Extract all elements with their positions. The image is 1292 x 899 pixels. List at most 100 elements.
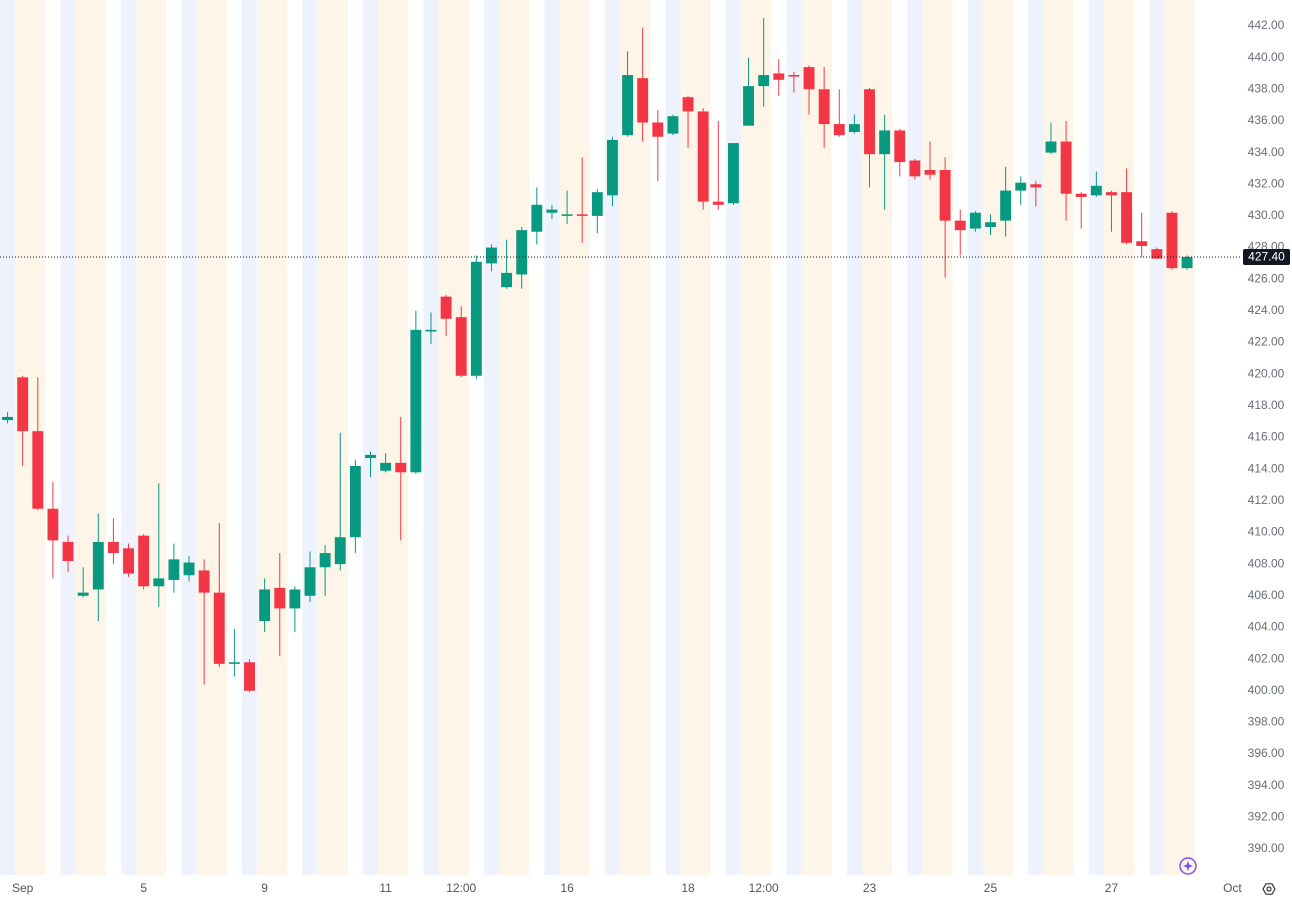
candle-body [1075, 193, 1087, 197]
premarket-band [665, 0, 681, 875]
candle-body [334, 537, 346, 565]
candle-body [516, 230, 528, 275]
postmarket-band [740, 0, 772, 875]
premarket-band [483, 0, 500, 875]
candle-body [576, 214, 588, 216]
x-tick-label: 27 [1105, 881, 1119, 895]
candle-body [259, 589, 271, 622]
candle-body [1045, 141, 1057, 153]
premarket-band [967, 0, 983, 875]
postmarket-band [499, 0, 530, 875]
candle-body [1060, 141, 1072, 194]
ai-button-star [1183, 861, 1193, 871]
candle-body [879, 130, 891, 155]
postmarket-band [559, 0, 590, 875]
candle-body [924, 169, 936, 175]
last-price-label: 427.40 [1248, 250, 1285, 264]
premarket-band [1028, 0, 1044, 875]
y-tick-label: 400.00 [1248, 683, 1285, 697]
session-bands [0, 0, 1195, 875]
postmarket-band [257, 0, 288, 875]
candle-body [637, 78, 649, 123]
candle-body [773, 73, 785, 80]
y-tick-label: 420.00 [1248, 366, 1285, 380]
y-tick-label: 440.00 [1248, 50, 1285, 64]
candle-body [1151, 249, 1163, 259]
x-tick-label: 23 [863, 881, 877, 895]
candle-body [213, 592, 225, 664]
candle-body [274, 587, 286, 609]
candle-body [954, 220, 966, 231]
candle-body [939, 169, 951, 221]
premarket-band [544, 0, 560, 875]
postmarket-band [801, 0, 832, 875]
premarket-band [907, 0, 923, 875]
postmarket-band [378, 0, 409, 875]
x-tick-label: Oct [1223, 881, 1242, 895]
candle-body [743, 86, 754, 126]
candle-body [47, 508, 59, 541]
x-tick-label: 18 [681, 881, 695, 895]
candle-body [304, 567, 316, 596]
y-tick-label: 418.00 [1248, 398, 1285, 412]
candle-body [470, 261, 482, 376]
y-tick-label: 442.00 [1248, 18, 1285, 32]
y-tick-label: 404.00 [1248, 620, 1285, 634]
x-tick-label: 25 [984, 881, 998, 895]
candle-body [410, 329, 422, 473]
candle-body [848, 124, 860, 133]
x-tick-label: 9 [261, 881, 268, 895]
ai-button[interactable] [1179, 857, 1197, 875]
settings-dot [1266, 886, 1272, 892]
candle-body [561, 214, 573, 216]
candle-body [1181, 257, 1193, 269]
postmarket-band [1043, 0, 1074, 875]
postmarket-band [1103, 0, 1135, 875]
candle-body [803, 67, 815, 90]
postmarket-band [196, 0, 227, 875]
candle-body [486, 247, 497, 264]
candle-body [864, 89, 875, 155]
candle-body [425, 329, 437, 332]
candle-body [969, 212, 981, 229]
candle-body [198, 570, 210, 593]
premarket-band [302, 0, 318, 875]
candle-body [62, 541, 74, 561]
x-tick-label: Sep [12, 881, 34, 895]
settings-button[interactable] [1262, 883, 1276, 895]
candle-body [107, 541, 119, 554]
last-price-box [1243, 249, 1290, 266]
candle-body [909, 160, 921, 177]
postmarket-band [75, 0, 106, 875]
candle-body [380, 462, 392, 471]
candle-body [606, 139, 618, 196]
premarket-band [423, 0, 439, 875]
candle-body [1166, 212, 1178, 269]
y-tick-label: 396.00 [1248, 746, 1285, 760]
y-tick-label: 392.00 [1248, 810, 1285, 824]
premarket-band [0, 0, 16, 875]
premarket-band [786, 0, 802, 875]
postmarket-band [620, 0, 651, 875]
premarket-band [120, 0, 137, 875]
candle-body [138, 535, 150, 587]
candle-body [455, 317, 467, 376]
candle-body [168, 559, 180, 580]
y-tick-label: 438.00 [1248, 81, 1285, 95]
candle-body [591, 192, 603, 216]
candle-body [289, 589, 301, 609]
y-tick-label: 398.00 [1248, 715, 1285, 729]
candle-body [1090, 185, 1102, 196]
x-tick-label: 11 [379, 881, 392, 895]
candle-body [2, 416, 14, 421]
x-tick-label: 12:00 [446, 881, 476, 895]
candle-body [1136, 241, 1148, 246]
premarket-band [725, 0, 741, 875]
premarket-band [1149, 0, 1165, 875]
postmarket-band [438, 0, 469, 875]
premarket-band [241, 0, 258, 875]
candle-body [1121, 192, 1133, 243]
y-tick-label: 410.00 [1248, 525, 1285, 539]
candles [2, 18, 1193, 693]
